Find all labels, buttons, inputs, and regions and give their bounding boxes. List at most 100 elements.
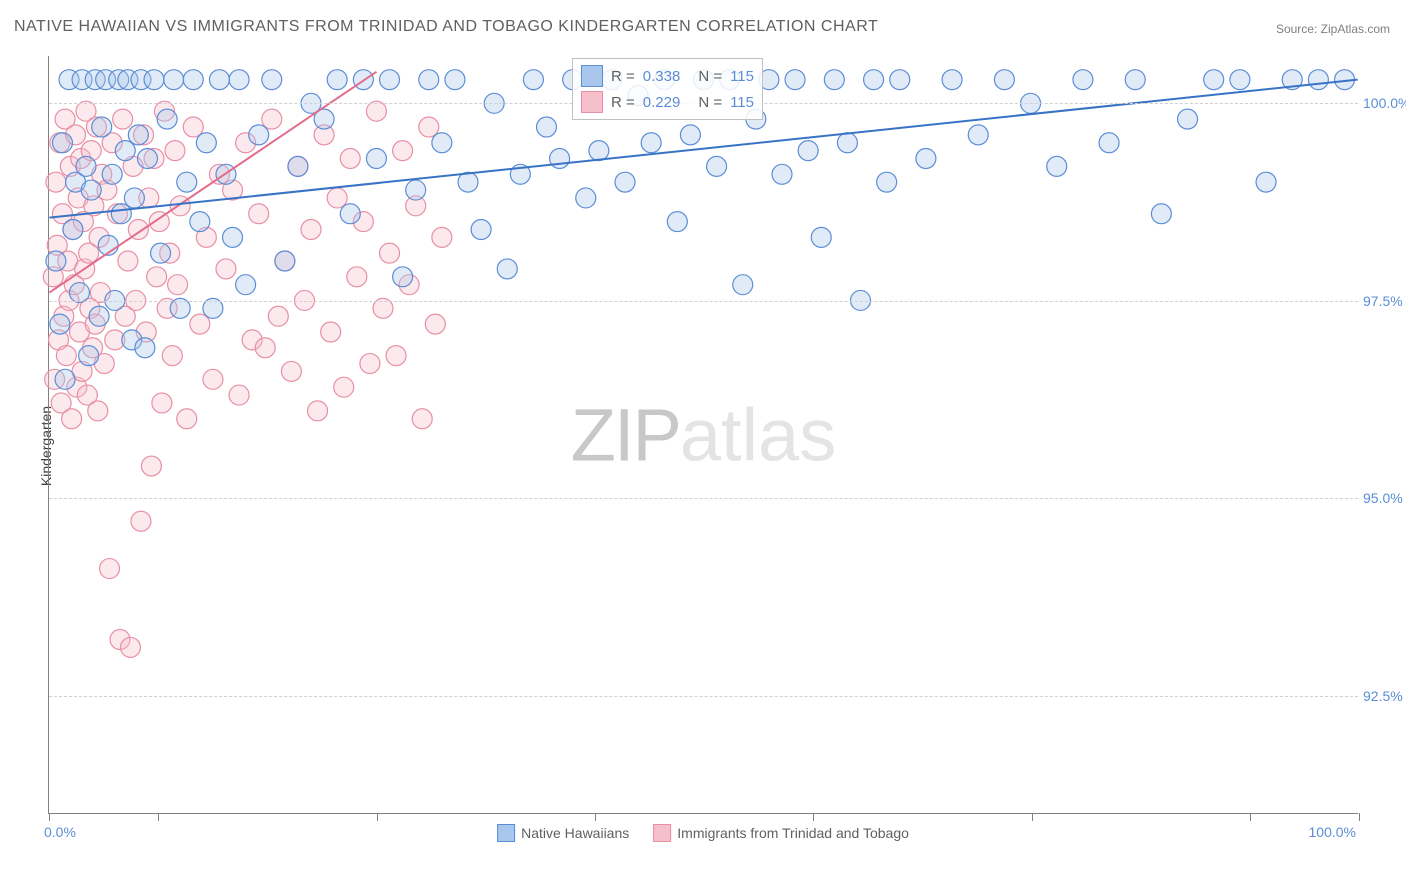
data-point — [144, 70, 164, 90]
data-point — [249, 125, 269, 145]
data-point — [115, 141, 135, 161]
data-point — [216, 259, 236, 279]
data-point — [151, 243, 171, 263]
stats-box: R = 0.338 N = 115 R = 0.229 N = 115 — [572, 58, 763, 120]
data-point — [327, 70, 347, 90]
data-point — [785, 70, 805, 90]
data-point — [177, 172, 197, 192]
stats-n-label-2: N = — [698, 94, 722, 111]
data-point — [124, 188, 144, 208]
data-point — [772, 164, 792, 184]
data-point — [340, 149, 360, 169]
stats-n-val-2: 115 — [730, 94, 754, 111]
data-point — [615, 172, 635, 192]
data-point — [137, 149, 157, 169]
data-point — [360, 354, 380, 374]
data-point — [190, 212, 210, 232]
data-point — [131, 511, 151, 531]
data-point — [62, 409, 82, 429]
data-point — [275, 251, 295, 271]
data-point — [340, 204, 360, 224]
data-point — [236, 275, 256, 295]
data-point — [135, 338, 155, 358]
data-point — [1151, 204, 1171, 224]
x-tick — [1250, 813, 1251, 821]
chart-title: NATIVE HAWAIIAN VS IMMIGRANTS FROM TRINI… — [14, 18, 878, 36]
x-tick-label-right: 100.0% — [1309, 824, 1356, 840]
data-point — [52, 133, 72, 153]
data-point — [798, 141, 818, 161]
data-point — [445, 70, 465, 90]
data-point — [102, 164, 122, 184]
legend-item-1: Native Hawaiians — [497, 824, 629, 842]
legend-item-2: Immigrants from Trinidad and Tobago — [653, 824, 909, 842]
x-tick-label-left: 0.0% — [44, 824, 76, 840]
data-point — [380, 70, 400, 90]
data-point — [824, 70, 844, 90]
plot-area: ZIPatlas 92.5%95.0%97.5%100.0% — [48, 56, 1358, 814]
data-point — [113, 109, 133, 129]
data-point — [811, 227, 831, 247]
data-point — [968, 125, 988, 145]
data-point — [69, 283, 89, 303]
data-point — [301, 219, 321, 239]
data-point — [183, 117, 203, 137]
x-tick — [158, 813, 159, 821]
gridline — [49, 301, 1358, 302]
stats-r-val-2: 0.229 — [643, 94, 681, 111]
legend-label-1: Native Hawaiians — [521, 825, 629, 841]
data-point — [147, 267, 167, 287]
data-point — [1256, 172, 1276, 192]
stats-r-label-2: R = — [611, 94, 635, 111]
data-point — [229, 70, 249, 90]
y-tick-label: 100.0% — [1363, 95, 1406, 111]
data-point — [1125, 70, 1145, 90]
gridline — [49, 696, 1358, 697]
x-tick — [377, 813, 378, 821]
data-point — [1047, 156, 1067, 176]
data-point — [76, 156, 96, 176]
x-tick — [1359, 813, 1360, 821]
data-point — [50, 314, 70, 334]
data-point — [196, 133, 216, 153]
data-point — [366, 149, 386, 169]
source-label: Source: ZipAtlas.com — [1276, 22, 1390, 36]
data-point — [576, 188, 596, 208]
data-point — [1178, 109, 1198, 129]
data-point — [229, 385, 249, 405]
data-point — [1230, 70, 1250, 90]
x-tick — [49, 813, 50, 821]
data-point — [386, 346, 406, 366]
x-tick — [813, 813, 814, 821]
data-point — [347, 267, 367, 287]
legend: Native Hawaiians Immigrants from Trinida… — [497, 824, 909, 842]
data-point — [537, 117, 557, 137]
data-point — [162, 346, 182, 366]
legend-label-2: Immigrants from Trinidad and Tobago — [677, 825, 909, 841]
data-point — [393, 267, 413, 287]
data-point — [56, 346, 76, 366]
data-point — [419, 70, 439, 90]
data-point — [890, 70, 910, 90]
data-point — [288, 156, 308, 176]
data-point — [183, 70, 203, 90]
data-point — [100, 559, 120, 579]
data-point — [63, 219, 83, 239]
y-tick-label: 92.5% — [1363, 688, 1406, 704]
stats-r-val-1: 0.338 — [643, 68, 681, 85]
data-point — [128, 125, 148, 145]
data-point — [209, 70, 229, 90]
data-point — [1073, 70, 1093, 90]
data-point — [268, 306, 288, 326]
data-point — [327, 188, 347, 208]
data-point — [168, 275, 188, 295]
stats-swatch-2 — [581, 91, 603, 113]
data-point — [994, 70, 1014, 90]
data-point — [1204, 70, 1224, 90]
data-point — [916, 149, 936, 169]
stats-row-1: R = 0.338 N = 115 — [581, 63, 754, 89]
data-point — [255, 338, 275, 358]
data-point — [733, 275, 753, 295]
data-point — [432, 227, 452, 247]
data-point — [46, 251, 66, 271]
